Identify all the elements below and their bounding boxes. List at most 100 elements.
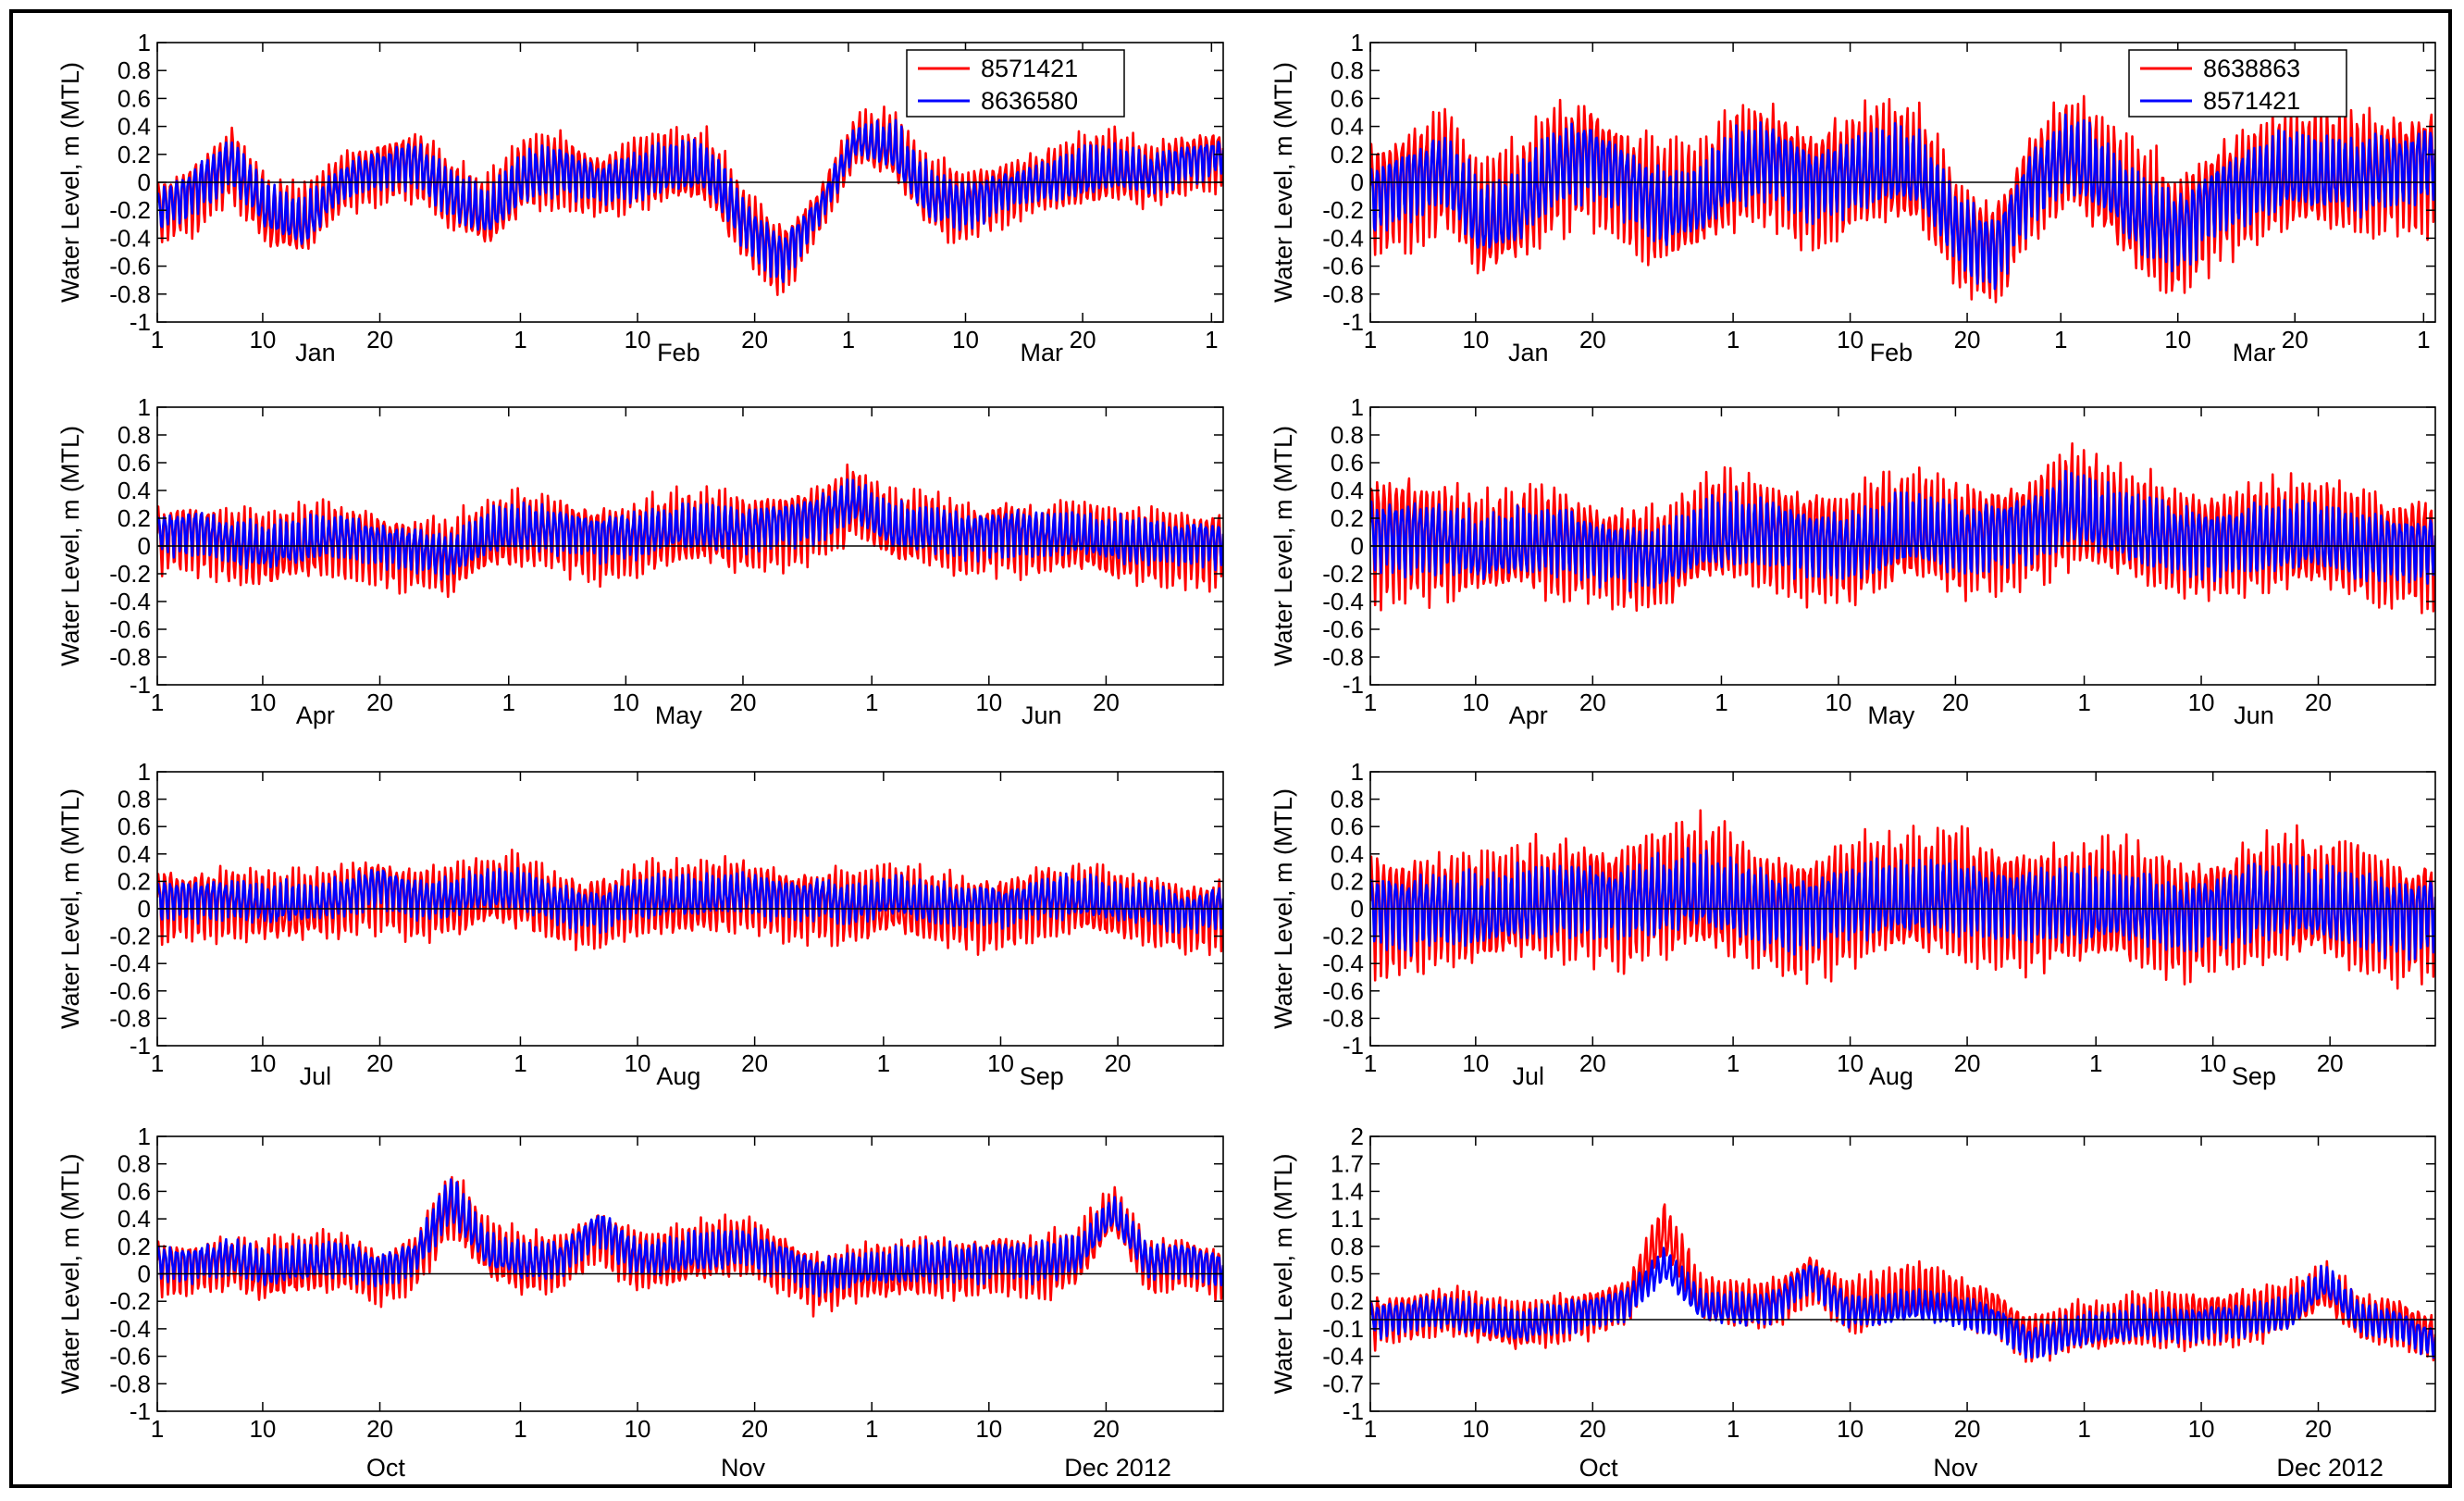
panel-q4-right: 21.71.41.10.80.50.2-0.1-0.4-0.7-11 10 20 1 1… [1269,1123,2436,1482]
x-tick-label: 1 [2077,1415,2090,1443]
y-tick-label: 1.7 [1331,1150,1364,1178]
x-tick-label: 10 [1462,1415,1489,1443]
x-tick-label: 20 [1579,1415,1606,1443]
y-tick-label: 2 [1351,1123,1364,1150]
y-tick-label: 0 [138,1260,151,1288]
y-tick-label: 0.4 [118,1205,151,1233]
x-tick-label: 1 [502,688,515,716]
y-tick-label: -0.8 [109,643,151,671]
x-tick-label: 20 [2305,1415,2332,1443]
month-label: Jan [295,339,336,366]
x-tick-label: 1 [1727,326,1740,354]
y-tick-label: 1 [138,758,151,786]
legend-label: 8571421 [2203,87,2300,115]
month-label: Nov [721,1454,766,1482]
x-tick-label: 10 [1837,1049,1863,1077]
series-8571421-line [1370,469,2435,592]
y-tick-label: 0.8 [118,1150,151,1178]
y-tick-label: -0.4 [109,588,151,615]
x-tick-label: 10 [952,326,979,354]
x-tick-label: 1 [514,326,526,354]
y-tick-label: 0.4 [1331,477,1364,504]
y-tick-label: 0.2 [118,867,151,895]
y-tick-label: -0.4 [109,949,151,977]
y-tick-label: 1 [138,393,151,421]
x-tick-label: 20 [2317,1049,2344,1077]
month-label: May [655,701,703,729]
series-8636580-line [157,866,1223,935]
series-group [157,463,1223,599]
y-tick-label: 0.6 [118,84,151,112]
y-axis-label: Water Level, m (MTL) [56,1153,84,1394]
x-tick-label: 1 [151,1415,164,1443]
y-tick-label: -0.2 [109,196,151,224]
legend-label: 8636580 [981,87,1078,115]
x-tick-label: 10 [975,688,1002,716]
x-tick-label: 20 [2282,326,2309,354]
y-tick-label: 0.6 [118,449,151,477]
month-label: Dec 2012 [2276,1454,2384,1482]
y-tick-label: 1.4 [1331,1177,1364,1205]
series-group [157,105,1223,296]
y-tick-label: 0.8 [118,56,151,84]
y-tick-label: 0.5 [1331,1260,1364,1288]
series-8636580-line [157,1178,1223,1297]
x-tick-label: 1 [514,1049,526,1077]
y-tick-label: 0 [138,532,151,560]
x-tick-label: 10 [2199,1049,2226,1077]
y-axis-label: Water Level, m (MTL) [56,788,84,1029]
month-label: Jul [1512,1062,1544,1090]
x-tick-label: 10 [249,1415,276,1443]
y-axis-label: Water Level, m (MTL) [56,426,84,666]
y-tick-label: -1 [1343,1397,1364,1425]
x-tick-label: 1 [865,1415,878,1443]
panel-q3-right: 10.80.60.40.20-0.2-0.4-0.6-0.8-11 10 20 1 10… [1269,758,2436,1090]
y-tick-label: 1.1 [1331,1205,1364,1233]
x-tick-label: 10 [2188,1415,2215,1443]
x-tick-label: 1 [151,688,164,716]
series-group [157,1175,1223,1318]
panel-q1-right: 10.80.60.40.20-0.2-0.4-0.6-0.8-11 10 20 1 10… [1269,29,2436,366]
y-tick-label: -1 [1343,671,1364,699]
month-label: Sep [2232,1062,2276,1090]
y-axis-label: Water Level, m (MTL) [1269,1153,1297,1394]
month-label: Oct [1579,1454,1619,1482]
x-tick-label: 20 [741,326,768,354]
y-tick-label: -0.4 [109,1315,151,1343]
y-tick-label: 0 [138,168,151,196]
x-tick-label: 20 [366,688,393,716]
y-tick-label: 0.8 [1331,56,1364,84]
month-label: Mar [2233,339,2276,366]
y-tick-label: 0.6 [1331,449,1364,477]
series-group [157,849,1223,957]
y-tick-label: -0.4 [1322,588,1364,615]
y-tick-label: -0.6 [109,253,151,280]
x-tick-label: 1 [877,1049,890,1077]
y-axis-label: Water Level, m (MTL) [56,62,84,303]
x-tick-label: 1 [151,326,164,354]
y-tick-label: 0.4 [1331,113,1364,141]
series-8571421-line [1370,1247,2435,1359]
x-tick-label: 1 [842,326,855,354]
month-label: May [1867,701,1915,729]
x-tick-label: 10 [625,326,651,354]
series-group [1370,809,2435,990]
y-tick-label: -0.1 [1322,1315,1364,1343]
x-tick-label: 10 [249,326,276,354]
month-label: Aug [656,1062,700,1090]
y-tick-label: 0.6 [118,1177,151,1205]
y-tick-label: -1 [130,671,151,699]
legend: 8571421 8636580 [906,49,1125,118]
series-8571421-line [1370,847,2435,961]
x-tick-label: 1 [1205,326,1218,354]
y-tick-label: -0.2 [109,560,151,588]
y-tick-label: -0.4 [1322,1343,1364,1371]
y-tick-label: -0.7 [1322,1370,1364,1397]
month-label: Dec 2012 [1064,1454,1171,1482]
legend-label: 8638863 [2203,55,2300,82]
y-tick-label: 1 [1351,393,1364,421]
series-group [1370,441,2435,614]
x-tick-label: 10 [1837,1415,1863,1443]
y-tick-label: 0.4 [118,840,151,868]
y-tick-label: 1 [138,29,151,56]
